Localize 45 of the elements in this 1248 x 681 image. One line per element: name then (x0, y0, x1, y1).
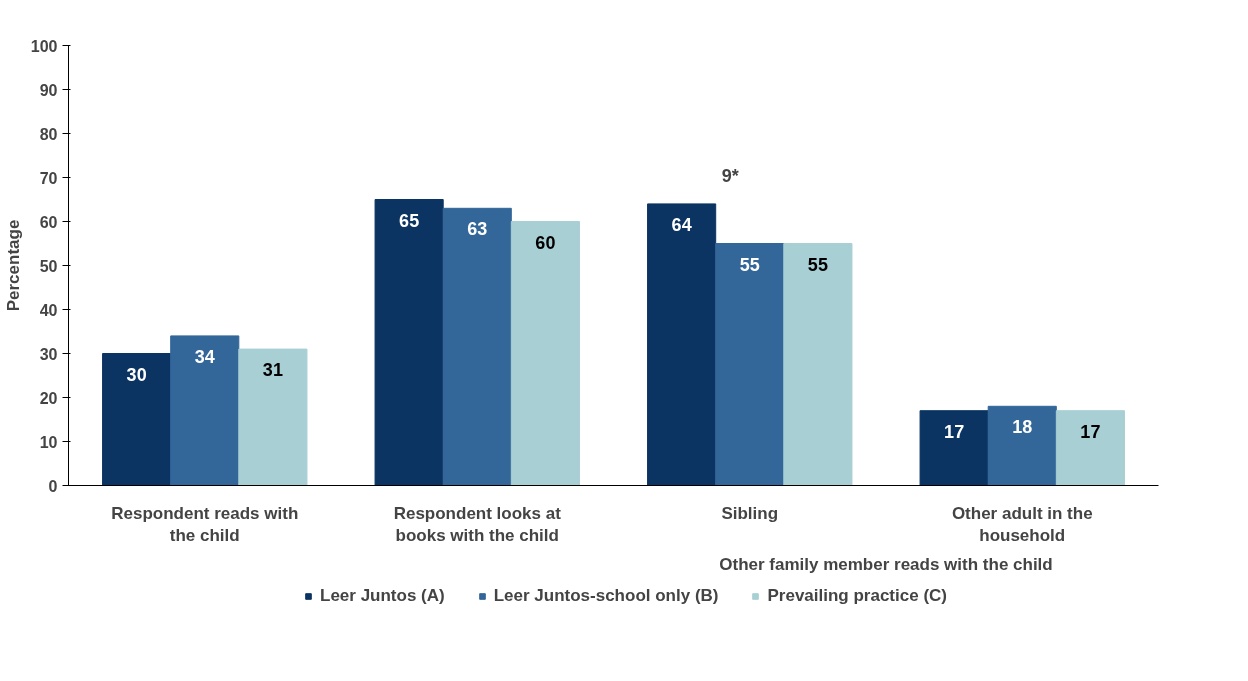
y-tick-label: 80 (39, 125, 58, 143)
bar (170, 335, 240, 486)
x-tick-label: Respondent looks at books with the child (393, 503, 562, 546)
y-tick-label: 30 (39, 345, 58, 363)
legend-label: Leer Juntos (A) (320, 586, 445, 606)
bar (238, 348, 308, 486)
bar (715, 243, 785, 486)
y-tick-label: 100 (30, 37, 58, 55)
data-label: 17 (944, 421, 965, 442)
data-label: 30 (126, 364, 147, 385)
y-tick-label: 10 (39, 433, 58, 451)
data-label: 64 (671, 214, 692, 235)
bar (442, 207, 512, 486)
data-label: 18 (1012, 417, 1033, 438)
bar (102, 353, 172, 486)
y-axis-title: Percentage (3, 219, 23, 312)
data-label: 55 (807, 254, 828, 275)
x-tick-label: Other adult in the household (951, 503, 1093, 546)
y-tick-label: 50 (39, 257, 58, 275)
x-tick-label: Sibling (721, 503, 779, 523)
y-tick-label: 60 (39, 213, 58, 231)
data-label: 31 (262, 360, 283, 381)
data-label: 17 (1080, 421, 1101, 442)
bar (647, 203, 717, 486)
y-tick-label: 70 (39, 169, 58, 187)
data-label: 60 (535, 232, 556, 253)
data-label: 63 (467, 219, 488, 240)
data-label: 34 (194, 346, 215, 367)
x-tick-label: Respondent reads with the child (111, 503, 299, 546)
text: Other family member reads with the child (719, 554, 1053, 574)
annotation: 9* (721, 166, 739, 187)
data-label: 55 (739, 254, 760, 275)
legend-label: Leer Juntos-school only (B) (493, 586, 719, 606)
bar (987, 405, 1057, 486)
y-tick-label: 0 (48, 477, 58, 495)
bar (510, 221, 580, 486)
bar (1055, 410, 1125, 486)
legend-label: Prevailing practice (C) (767, 586, 947, 606)
data-label: 65 (399, 210, 420, 231)
y-tick-label: 20 (39, 389, 58, 407)
bar (783, 243, 853, 486)
y-tick-label: 90 (39, 81, 58, 99)
bar (919, 410, 989, 486)
bar (374, 199, 444, 486)
y-tick-label: 40 (39, 301, 58, 319)
